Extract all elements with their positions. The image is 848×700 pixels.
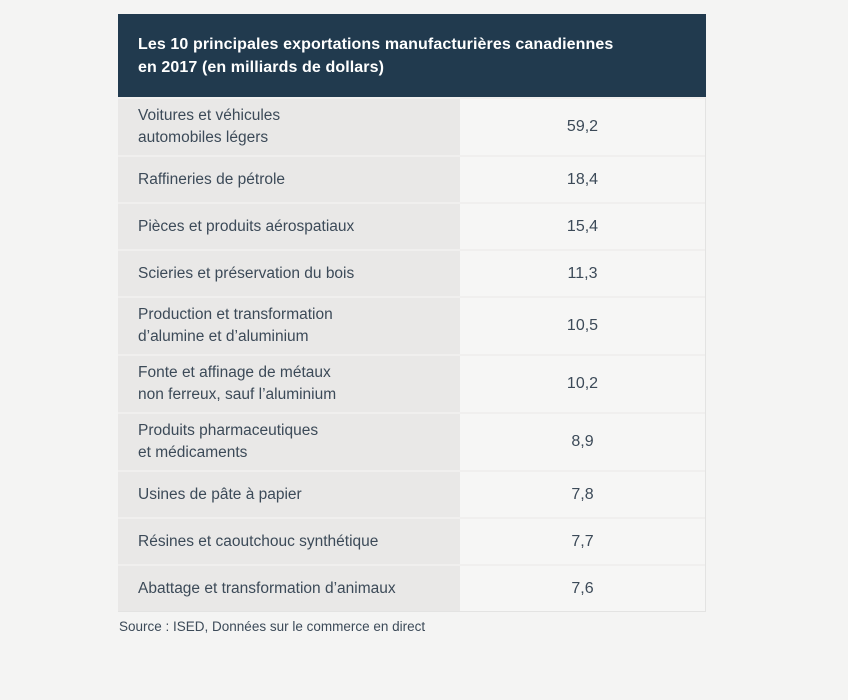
row-value: 10,5 [460,298,705,354]
table-row: Usines de pâte à papier 7,8 [118,472,705,519]
table-row: Pièces et produits aérospatiaux 15,4 [118,204,705,251]
row-value: 11,3 [460,251,705,296]
table-row: Scieries et préservation du bois 11,3 [118,251,705,298]
row-label: Fonte et affinage de métaux non ferreux,… [118,356,460,412]
row-label: Résines et caoutchouc synthétique [118,519,460,564]
row-label: Raffineries de pétrole [118,157,460,202]
row-value: 59,2 [460,99,705,155]
row-label: Usines de pâte à papier [118,472,460,517]
row-value: 8,9 [460,414,705,470]
row-label: Voitures et véhicules automobiles légers [118,99,460,155]
table-row: Produits pharmaceutiques et médicaments 8… [118,414,705,472]
source-note: Source : ISED, Données sur le commerce e… [119,619,426,634]
table-row: Abattage et transformation d’animaux 7,6 [118,566,705,611]
row-label: Produits pharmaceutiques et médicaments [118,414,460,470]
row-value: 15,4 [460,204,705,249]
row-label: Scieries et préservation du bois [118,251,460,296]
table-row: Résines et caoutchouc synthétique 7,7 [118,519,705,566]
exports-table-card: Les 10 principales exportations manufact… [118,14,706,634]
row-value: 7,8 [460,472,705,517]
table-row: Raffineries de pétrole 18,4 [118,157,705,204]
row-label: Abattage et transformation d’animaux [118,566,460,611]
table-title: Les 10 principales exportations manufact… [118,14,706,97]
row-label: Pièces et produits aérospatiaux [118,204,460,249]
table-row: Voitures et véhicules automobiles légers… [118,99,705,157]
row-value: 7,7 [460,519,705,564]
table-row: Production et transformation d’alumine e… [118,298,705,356]
row-label: Production et transformation d’alumine e… [118,298,460,354]
row-value: 18,4 [460,157,705,202]
row-value: 7,6 [460,566,705,611]
table-body: Voitures et véhicules automobiles légers… [118,97,706,612]
table-row: Fonte et affinage de métaux non ferreux,… [118,356,705,414]
row-value: 10,2 [460,356,705,412]
